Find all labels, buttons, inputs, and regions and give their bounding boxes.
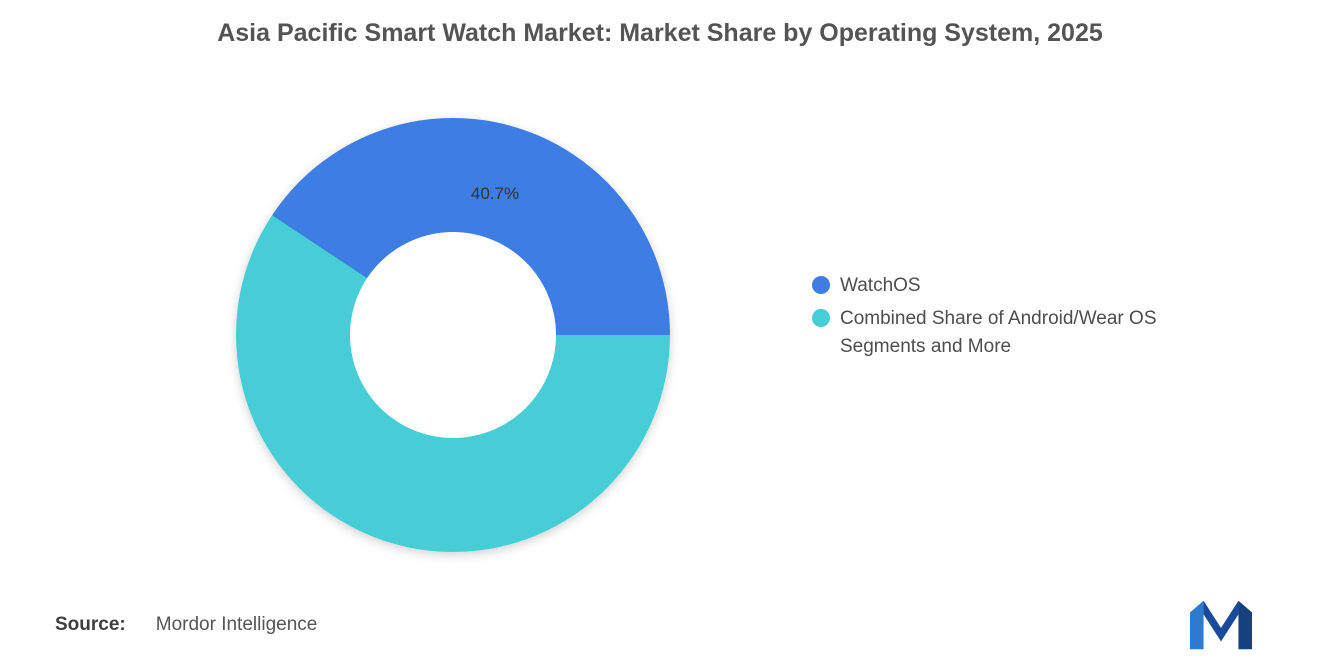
- source-label: Source:: [55, 614, 126, 635]
- donut-chart: 40.7%: [236, 118, 670, 552]
- mordor-intelligence-logo: [1190, 600, 1252, 650]
- logo-right-stroke: [1238, 600, 1252, 650]
- legend-item-watchos[interactable]: WatchOS: [812, 272, 1220, 300]
- donut-hole: [350, 232, 556, 438]
- legend-marker-watchos-icon: [812, 276, 830, 294]
- legend: WatchOS Combined Share of Android/Wear O…: [812, 272, 1220, 361]
- legend-label-watchos: WatchOS: [840, 275, 921, 296]
- logo-left-stroke: [1190, 600, 1204, 650]
- chart-title: Asia Pacific Smart Watch Market: Market …: [217, 19, 1103, 47]
- slice-data-label-watchos: 40.7%: [470, 184, 520, 203]
- logo-middle-chevron: [1203, 600, 1239, 642]
- legend-marker-android-wear-os-icon: [812, 309, 830, 327]
- legend-label-android-wear-os: Combined Share of Android/Wear OS Segmen…: [840, 308, 1157, 357]
- source-line: Source: Mordor Intelligence: [55, 614, 317, 636]
- legend-item-android-wear-os[interactable]: Combined Share of Android/Wear OS Segmen…: [812, 305, 1220, 361]
- source-value: Mordor Intelligence: [155, 614, 318, 635]
